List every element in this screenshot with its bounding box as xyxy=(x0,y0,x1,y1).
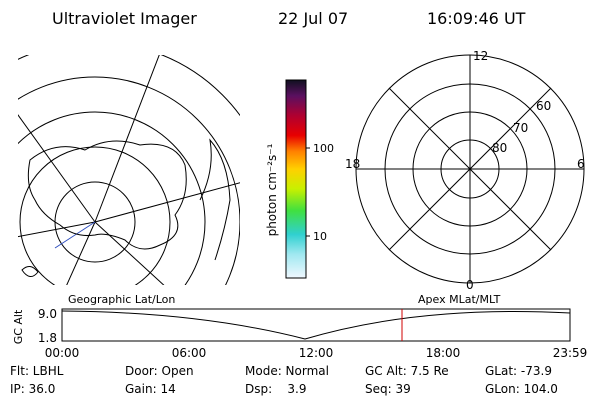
info-field: Seq: 39 xyxy=(365,382,411,396)
strip-left-label: Geographic Lat/Lon xyxy=(68,293,175,306)
info-field: Door: Open xyxy=(125,364,194,378)
info-field: Gain: 14 xyxy=(125,382,176,396)
strip-ylabel: GC Alt xyxy=(12,309,25,344)
info-field: Dsp: 3.9 xyxy=(245,382,307,396)
info-field: Flt: LBHL xyxy=(10,364,64,378)
info-field: Mode: Normal xyxy=(245,364,329,378)
colorbar-label: photon cm⁻²s⁻¹ xyxy=(265,143,279,236)
date: 22 Jul 07 xyxy=(278,9,348,28)
time: 16:09:46 UT xyxy=(427,9,526,28)
strip-xtick: 12:00 xyxy=(299,346,334,360)
geo-map xyxy=(18,55,240,285)
info-field: IP: 36.0 xyxy=(10,382,55,396)
mlat-label: 70 xyxy=(513,121,528,135)
strip-right-label: Apex MLat/MLT xyxy=(418,293,501,306)
strip-xtick: 00:00 xyxy=(45,346,80,360)
strip-ytick: 9.0 xyxy=(38,307,57,321)
strip-ytick: 1.8 xyxy=(38,331,57,345)
mlt-label: 6 xyxy=(577,157,585,171)
info-field: GC Alt: 7.5 Re xyxy=(365,364,449,378)
title: Ultraviolet Imager xyxy=(52,9,197,28)
mlt-label: 12 xyxy=(473,49,488,63)
strip-xtick: 06:00 xyxy=(172,346,207,360)
polar-plot xyxy=(355,54,585,284)
strip-box xyxy=(61,308,571,342)
mlt-label: 0 xyxy=(466,278,474,292)
colorbar-tick: 100 xyxy=(313,142,334,155)
altitude-curve xyxy=(61,310,571,340)
info-footer: Flt: LBHL Door: Open Mode: Normal GC Alt: 7… xyxy=(10,364,558,396)
mlat-label: 80 xyxy=(492,141,507,155)
colorbar-tick: 10 xyxy=(313,230,327,243)
strip-xtick: 18:00 xyxy=(426,346,461,360)
info-field: GLat: -73.9 xyxy=(485,364,552,378)
mlat-label: 60 xyxy=(536,99,551,113)
info-field: GLon: 104.0 xyxy=(485,382,558,396)
mlt-label: 18 xyxy=(345,157,360,171)
colorbar xyxy=(285,79,307,279)
strip-xtick: 23:59 xyxy=(553,346,588,360)
